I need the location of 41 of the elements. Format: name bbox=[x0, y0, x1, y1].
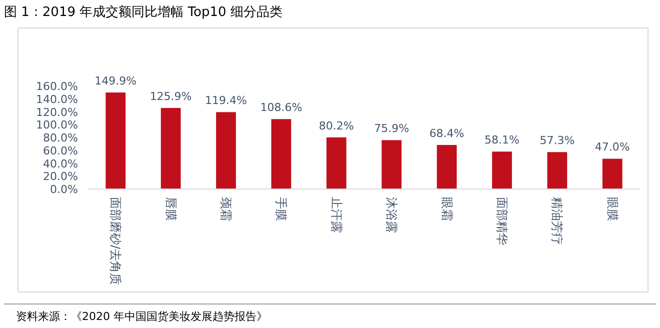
bar bbox=[436, 144, 457, 189]
bar bbox=[547, 152, 568, 189]
data-label: 108.6% bbox=[260, 101, 302, 114]
bar bbox=[326, 137, 346, 189]
data-label: 58.1% bbox=[484, 134, 520, 147]
y-tick-label: 60.0% bbox=[43, 144, 78, 158]
data-label: 80.2% bbox=[318, 119, 354, 132]
chart-title: 图 1：2019 年成交额同比增幅 Top10 细分品类 bbox=[4, 4, 282, 20]
y-tick-label: 80.0% bbox=[43, 132, 78, 144]
bar bbox=[106, 92, 126, 189]
data-label: 125.9% bbox=[150, 90, 192, 103]
data-label: 149.9% bbox=[94, 74, 137, 88]
data-label: 68.4% bbox=[429, 126, 464, 140]
x-tick-label: 面部精华 bbox=[495, 197, 509, 245]
bar bbox=[602, 158, 622, 189]
x-tick-label: 沐浴露 bbox=[384, 197, 399, 233]
text: 资料来源：《2020 年中国国货美妆发展趋势报告》 bbox=[16, 310, 268, 323]
data-label: 47.0% bbox=[594, 140, 630, 154]
data-label: 119.4% bbox=[205, 94, 247, 108]
bar bbox=[382, 140, 402, 189]
data-label: 75.9% bbox=[374, 122, 410, 136]
x-tick-label: 精油芳疗 bbox=[550, 197, 564, 245]
x-tick-label: 颈霜 bbox=[219, 197, 233, 221]
data-label: 57.3% bbox=[540, 134, 575, 148]
y-tick-label: 120.0% bbox=[36, 106, 78, 119]
bar bbox=[216, 112, 236, 189]
y-tick-label: 0.0% bbox=[50, 183, 78, 196]
x-tick-label: 面部磨砂/去角质 bbox=[108, 197, 123, 286]
x-tick-label: 眼膜 bbox=[605, 197, 620, 221]
bar bbox=[492, 152, 512, 189]
x-tick-label: 唇膜 bbox=[164, 197, 178, 221]
bar bbox=[160, 108, 181, 189]
y-tick-label: 100.0% bbox=[36, 118, 78, 132]
x-tick-label: 眼霜 bbox=[440, 197, 454, 221]
x-tick-label: 手膜 bbox=[274, 197, 288, 221]
y-tick-label: 140.0% bbox=[36, 92, 78, 106]
y-tick-label: 20.0% bbox=[43, 170, 78, 184]
y-tick-label: 40.0% bbox=[43, 157, 78, 170]
x-tick-label: 止汗露 bbox=[329, 197, 344, 233]
y-tick-label: 160.0% bbox=[36, 80, 78, 93]
bar bbox=[271, 119, 292, 189]
